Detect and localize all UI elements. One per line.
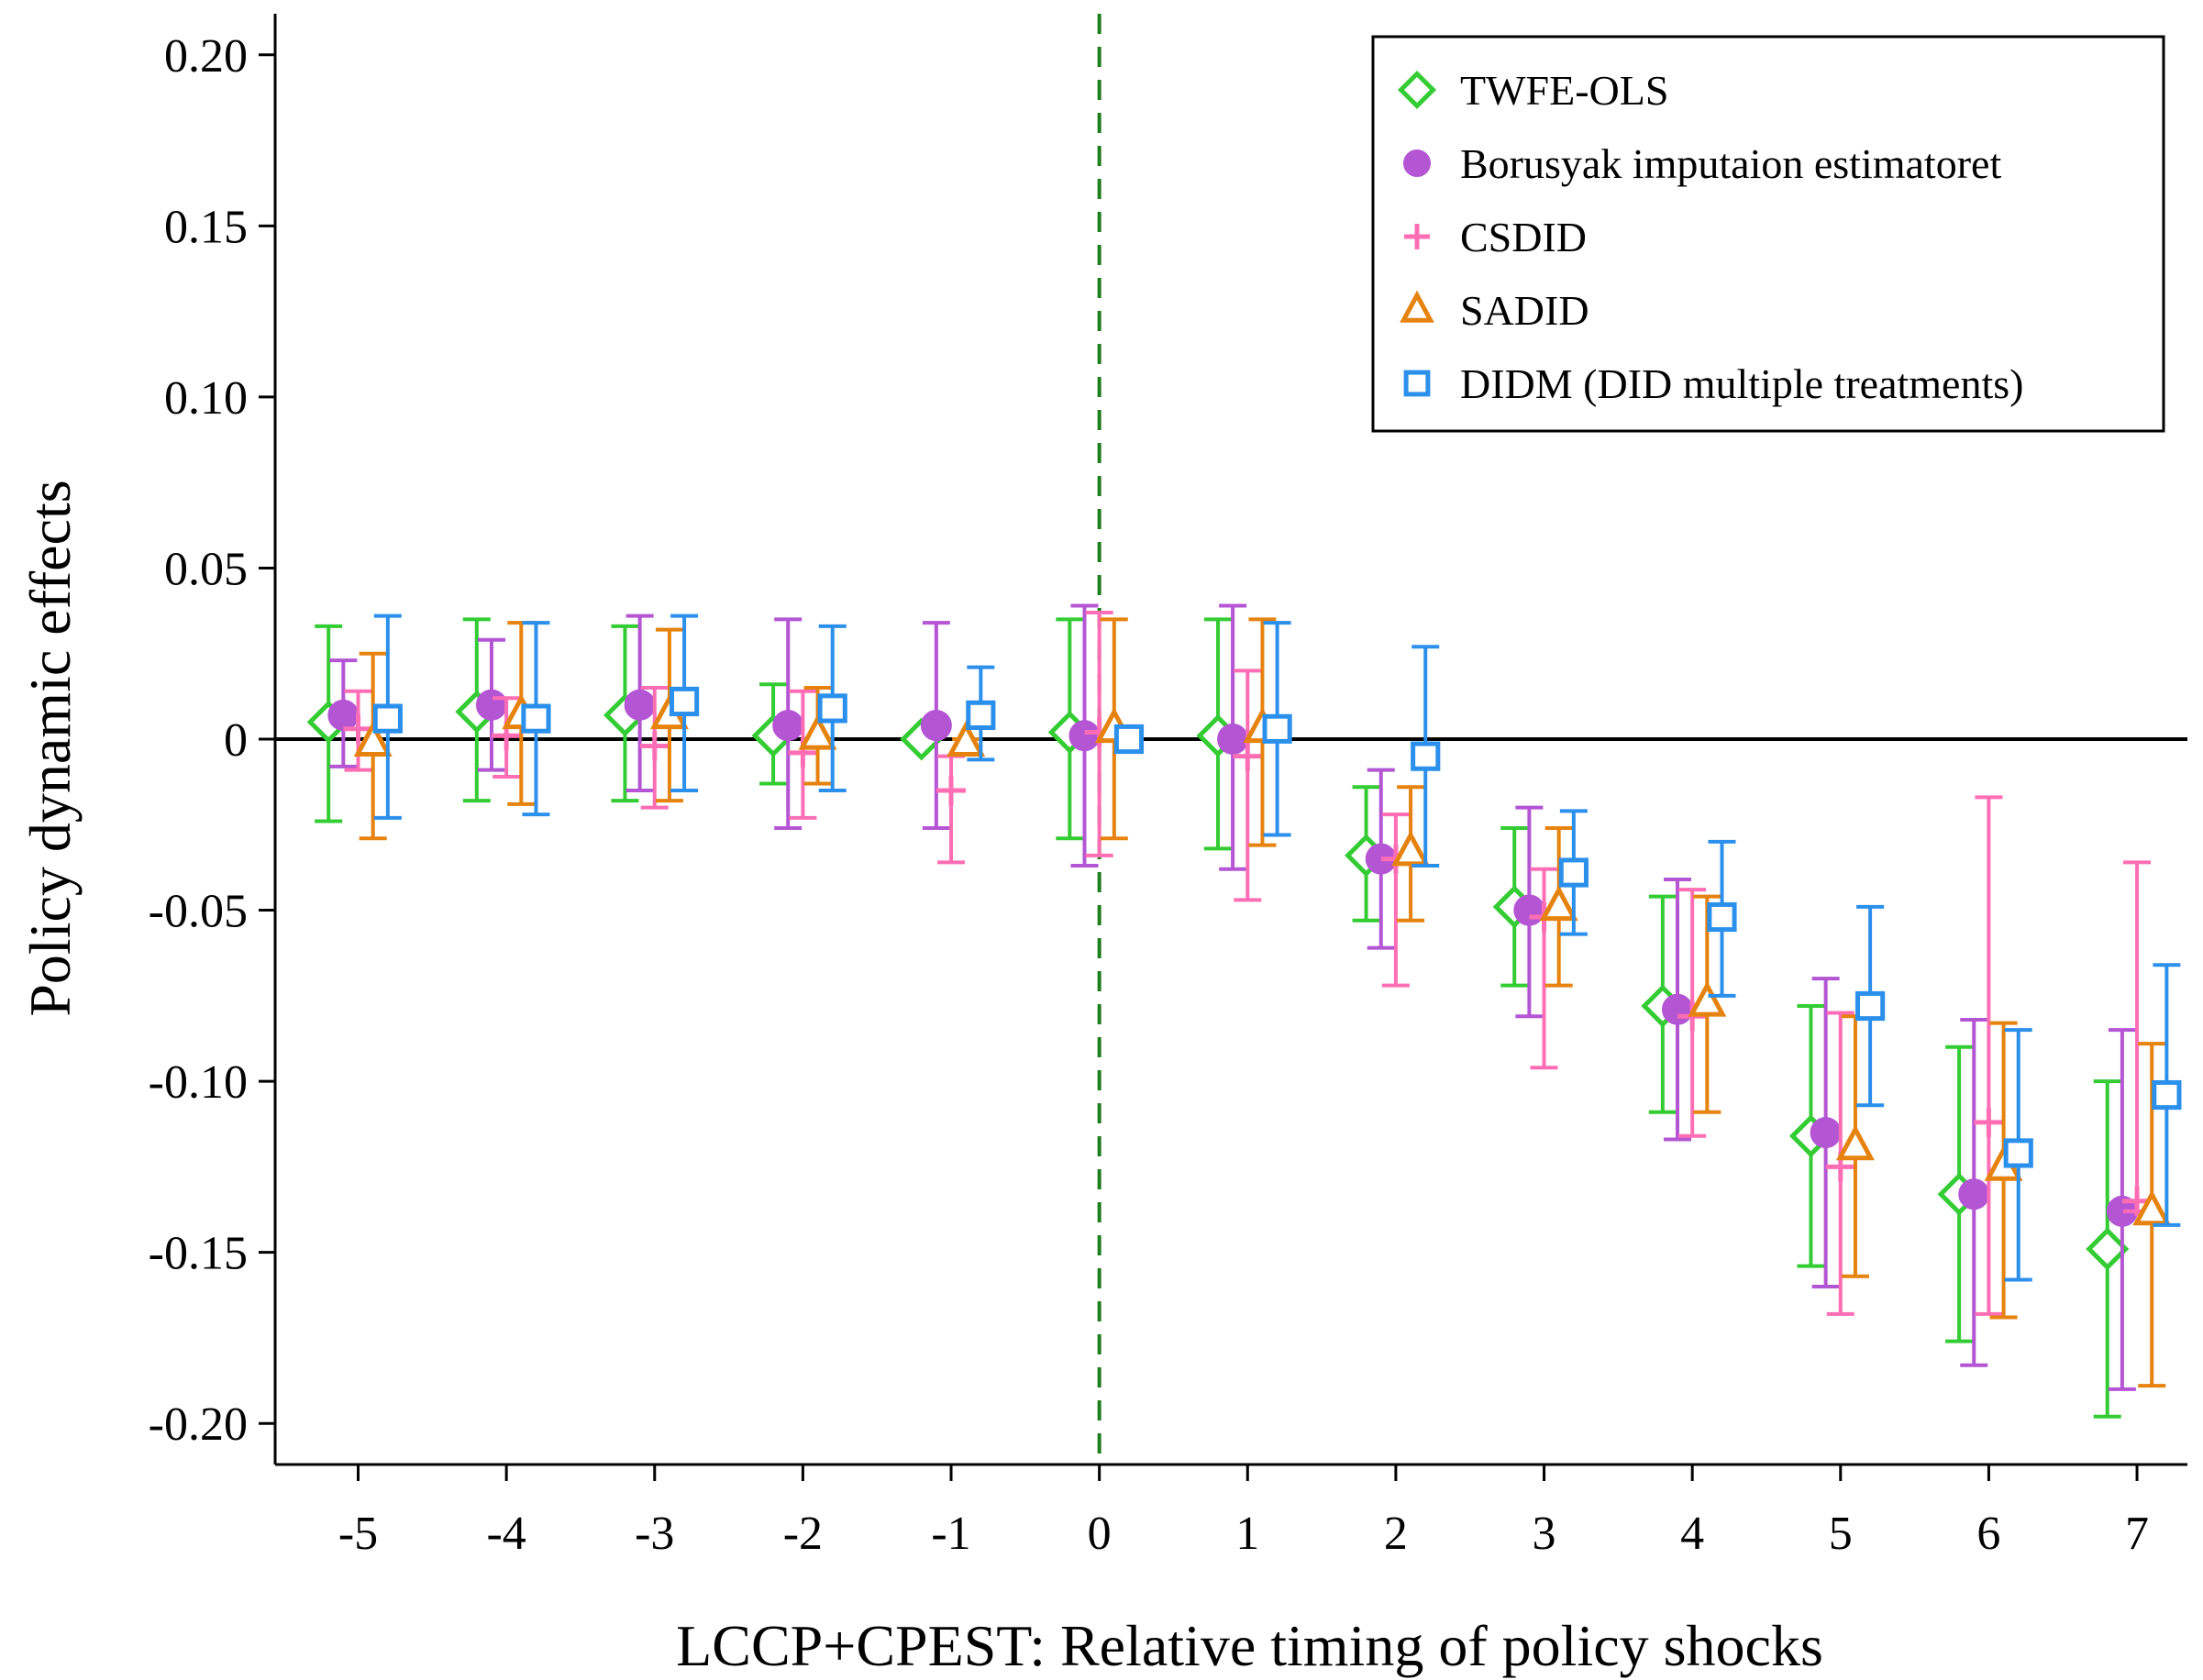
point-estimate-triangle [1688, 980, 1727, 1017]
series-didm-did-multiple-treatments [372, 613, 2182, 1282]
point-estimate-square [1707, 901, 1737, 933]
series-sadid [353, 617, 2172, 1388]
series-borusyak-imputaion-estimatoret [327, 603, 2138, 1391]
x-tick-label: 4 [1680, 1508, 1704, 1560]
point-estimate-square [669, 686, 700, 717]
x-tick-label: 7 [2125, 1508, 2149, 1560]
x-tick-label: 3 [1533, 1508, 1556, 1560]
legend-marker-diamond [1397, 70, 1437, 110]
axes: 0.20 0.15 0.10 0.05 0 -0.05 -0.10 -0.15 -0.20 -5 -… [17, 14, 2187, 1678]
point-estimate-plus [1233, 741, 1263, 771]
point-estimate-square [817, 693, 847, 724]
x-tick-label: 6 [1976, 1508, 2000, 1560]
y-tick-label: 0.10 [164, 372, 248, 425]
point-estimate-triangle [1391, 830, 1431, 867]
x-tick-label: 0 [1088, 1508, 1112, 1560]
point-estimate-plus [1974, 1107, 2004, 1137]
y-axis-title: Policy dynamic effects [17, 480, 83, 1016]
point-estimate-circle [327, 699, 360, 731]
point-estimate-square [2003, 1138, 2033, 1168]
point-estimate-square [1411, 741, 1441, 771]
y-tick-label: 0.05 [164, 543, 248, 595]
point-estimate-square [1558, 857, 1589, 888]
legend: TWFE-OLS Borusyak imputaion estimatoret CS… [1371, 35, 2165, 433]
x-tick-label: 1 [1235, 1508, 1259, 1560]
point-estimate-plus [639, 731, 670, 761]
point-estimate-circle [475, 689, 507, 721]
point-estimate-plus [936, 775, 967, 805]
legend-marker-plus [1404, 224, 1430, 249]
x-tick-label: 5 [1829, 1508, 1853, 1560]
point-estimate-square [372, 703, 403, 734]
point-estimate-triangle [1835, 1124, 1875, 1161]
point-estimate-square [1113, 724, 1145, 755]
point-estimate-triangle [798, 713, 837, 750]
legend-label: DIDM (DID multiple treatments) [1460, 360, 2023, 407]
point-estimate-circle [772, 710, 804, 742]
point-estimate-triangle [2132, 1189, 2172, 1226]
y-tick-label: 0.20 [164, 30, 248, 83]
y-tick-label: -0.20 [149, 1398, 248, 1451]
y-tick-label: 0 [224, 714, 248, 767]
x-tick-label: -5 [338, 1508, 378, 1560]
series-layer [306, 603, 2182, 1419]
x-tick-label: -1 [931, 1508, 970, 1560]
y-tick-label: -0.10 [149, 1056, 248, 1109]
legend-marker-square [1403, 370, 1431, 397]
point-estimate-circle [1068, 720, 1101, 752]
point-estimate-circle [1810, 1117, 1842, 1149]
x-tick-label: -4 [486, 1508, 526, 1560]
y-tick-label: 0.15 [164, 201, 248, 253]
point-estimate-square [1262, 713, 1292, 744]
point-estimate-circle [1217, 724, 1249, 755]
legend-label: TWFE-OLS [1460, 67, 1668, 114]
point-estimate-triangle [1539, 885, 1578, 922]
point-estimate-square [521, 703, 551, 734]
legend-label: Borusyak imputaion estimatoret [1460, 140, 2001, 187]
point-estimate-square [2152, 1079, 2182, 1111]
x-tick-label: 2 [1384, 1508, 1408, 1560]
legend-label: SADID [1460, 287, 1589, 334]
legend-box [1371, 35, 2165, 433]
point-estimate-triangle [947, 721, 986, 757]
point-estimate-circle [920, 710, 952, 742]
y-tick-label: -0.05 [149, 886, 248, 938]
y-tick-label: -0.15 [149, 1228, 248, 1280]
point-estimate-square [1855, 990, 1886, 1022]
point-estimate-circle [1958, 1178, 1990, 1210]
point-estimate-square [966, 700, 996, 730]
point-estimate-plus [343, 713, 373, 744]
x-tick-label: -2 [783, 1508, 823, 1560]
x-tick-label: -3 [635, 1508, 674, 1560]
legend-marker-circle [1403, 149, 1431, 177]
point-estimate-circle [1662, 993, 1693, 1025]
legend-label: CSDID [1460, 214, 1587, 260]
point-estimate-triangle [353, 721, 393, 757]
legend-marker-triangle [1400, 290, 1434, 323]
point-estimate-circle [1513, 894, 1545, 926]
point-estimate-circle [624, 689, 656, 721]
x-axis-title: LCCP+CPEST: Relative timing of policy sh… [676, 1613, 1823, 1678]
point-estimate-diamond [2086, 1227, 2130, 1271]
